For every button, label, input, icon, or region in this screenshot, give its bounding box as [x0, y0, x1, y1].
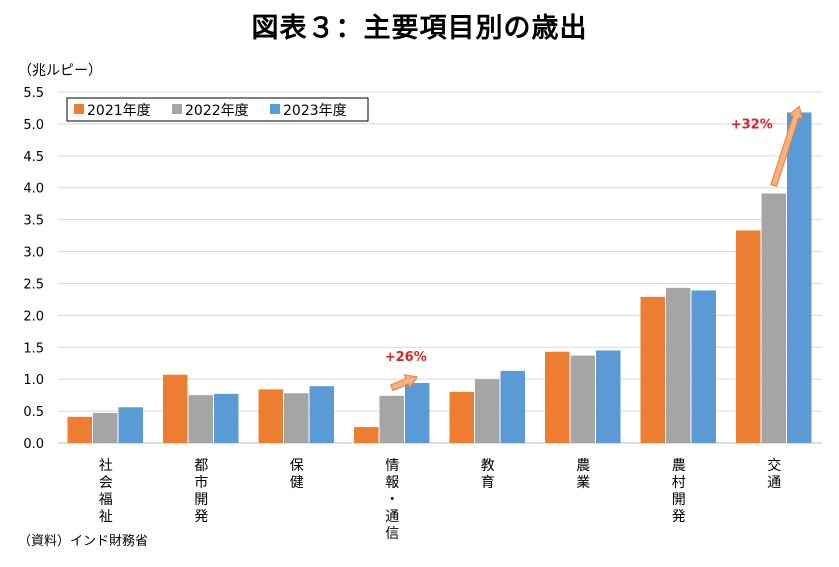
bar — [691, 290, 716, 443]
bar — [118, 407, 143, 443]
bar — [640, 296, 665, 443]
y-tick-label: 5.0 — [23, 118, 44, 133]
bars — [67, 112, 812, 444]
legend-label: 2021年度 — [87, 103, 151, 119]
category-label: 教育 — [481, 458, 495, 491]
growth-arrow-icon — [389, 374, 419, 392]
y-tick-label: 4.5 — [23, 150, 44, 165]
category-label: 情報・通信 — [385, 458, 399, 542]
category-label: 都市開発 — [194, 458, 208, 525]
bar — [354, 427, 379, 443]
bar — [379, 395, 404, 443]
bar — [736, 230, 761, 443]
y-tick-label: 0.5 — [23, 405, 44, 420]
bar — [214, 393, 239, 443]
bar — [449, 391, 474, 443]
category-labels: 社会福祉 都市開発 保健 情報・通信 教育 農業 農村開発 交通 — [99, 457, 782, 542]
y-tick-label: 4.0 — [23, 182, 44, 197]
category-label: 農村開発 — [672, 458, 686, 525]
category-label: 農業 — [576, 458, 590, 491]
legend-swatch — [172, 104, 182, 114]
category-label: 保健 — [290, 458, 304, 491]
bar — [93, 413, 118, 443]
category-label: 交通 — [767, 457, 781, 491]
bar — [284, 393, 309, 443]
legend-swatch — [74, 104, 84, 114]
bar — [596, 350, 621, 443]
y-tick-label: 1.5 — [23, 341, 44, 356]
y-tick-label: 3.5 — [23, 214, 44, 229]
legend-swatch — [270, 104, 280, 114]
y-tick-label: 2.0 — [23, 309, 44, 324]
growth-annotation: +26% — [385, 350, 427, 365]
y-tick-label: 5.5 — [23, 86, 44, 101]
y-axis-unit: （兆ルピー） — [18, 63, 102, 79]
y-axis-ticks: 0.0 0.5 1.0 1.5 2.0 2.5 3.0 3.5 4.0 4.5 5.0 5.5 — [23, 86, 44, 452]
growth-annotation: +32% — [731, 117, 773, 132]
bar — [405, 383, 430, 443]
bar — [666, 287, 691, 443]
bar — [309, 386, 334, 443]
bar — [67, 416, 92, 443]
page-title: 図表３：主要項目別の歳出 — [251, 13, 588, 44]
bar — [545, 351, 570, 443]
bar — [163, 374, 188, 443]
category-label: 社会福祉 — [99, 458, 113, 525]
legend-label: 2023年度 — [283, 103, 347, 119]
y-tick-label: 0.0 — [23, 437, 44, 452]
bar — [475, 379, 500, 443]
bar — [787, 112, 812, 444]
legend-box — [66, 97, 369, 122]
legend: 2021年度 2022年度 2023年度 — [66, 97, 369, 122]
y-tick-label: 1.0 — [23, 373, 44, 388]
bar — [570, 355, 595, 443]
y-tick-label: 3.0 — [23, 246, 44, 261]
y-tick-label: 2.5 — [23, 277, 44, 292]
growth-arrow-icon — [770, 105, 804, 188]
source-note: （資料）インド財務省 — [18, 534, 149, 549]
legend-label: 2022年度 — [185, 103, 249, 119]
annotations: +26% +32% — [385, 105, 804, 392]
bar — [258, 389, 283, 443]
bar — [761, 193, 786, 443]
bar — [500, 370, 525, 443]
bar — [188, 395, 213, 443]
